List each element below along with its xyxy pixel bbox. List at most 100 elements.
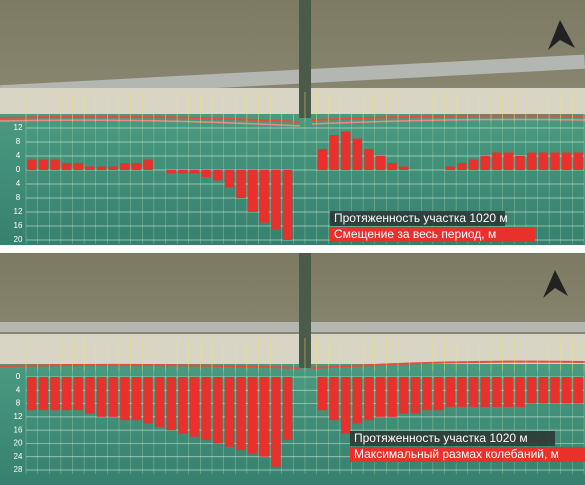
y-tick-label: 0 [16, 165, 21, 174]
bar [62, 163, 72, 170]
y-tick-label: 20 [14, 439, 23, 448]
bar [364, 149, 374, 170]
legend-label: Смещение за весь период, м [334, 227, 496, 241]
bar [492, 377, 502, 407]
bar [282, 377, 293, 441]
bar [445, 377, 455, 407]
bar [73, 377, 83, 411]
bar [492, 152, 502, 170]
legend-label: Максимальный размах колебаний, м [354, 447, 559, 461]
bar [131, 163, 142, 170]
bar [38, 159, 49, 170]
bar [480, 156, 490, 170]
bar [224, 170, 235, 188]
y-tick-label: 16 [14, 425, 23, 434]
bar [224, 377, 235, 447]
bar [468, 159, 479, 170]
bar [259, 170, 269, 223]
bar [189, 377, 200, 437]
bar [387, 163, 397, 170]
bar [178, 170, 188, 174]
bar [143, 377, 153, 424]
bar [62, 377, 72, 411]
bar [399, 166, 409, 170]
bar [178, 377, 188, 434]
bar [27, 159, 37, 170]
bar [96, 166, 107, 170]
y-tick-label: 20 [14, 235, 23, 244]
bar [38, 377, 49, 411]
bar [550, 152, 560, 170]
bar [503, 152, 514, 170]
y-tick-label: 4 [16, 385, 21, 394]
annotation: Протяженность участка 1020 м [334, 211, 508, 225]
y-tick-label: 0 [16, 372, 21, 381]
y-tick-label: 12 [14, 412, 23, 421]
bar [143, 159, 153, 170]
bar [457, 377, 467, 407]
bar [201, 170, 211, 177]
bar [457, 163, 467, 170]
legend-box [350, 447, 585, 462]
bar [85, 166, 95, 170]
bar [27, 377, 37, 411]
bar [236, 170, 246, 198]
bar [50, 377, 60, 411]
bar [352, 377, 362, 424]
bar [434, 377, 444, 411]
bar [248, 170, 258, 212]
north-arrow [543, 20, 575, 298]
bar [515, 377, 525, 407]
bar [538, 377, 548, 404]
bar [120, 377, 130, 421]
bar [573, 152, 583, 170]
bar [399, 377, 409, 414]
bar [410, 377, 421, 414]
bar [515, 156, 525, 170]
bar [166, 377, 176, 431]
bar [527, 377, 537, 404]
bar [317, 377, 328, 411]
bar [375, 377, 386, 417]
bar [329, 377, 339, 421]
bar [538, 152, 548, 170]
annotation: Протяженность участка 1020 м [354, 431, 528, 445]
bar [561, 377, 572, 404]
bar [387, 377, 397, 417]
bar [573, 377, 583, 404]
bar [73, 163, 83, 170]
y-tick-label: 8 [16, 193, 21, 202]
bar [120, 163, 130, 170]
bar [50, 159, 60, 170]
bar [468, 377, 479, 407]
y-tick-label: 4 [16, 179, 21, 188]
bar [352, 138, 362, 170]
y-tick-label: 12 [14, 207, 23, 216]
y-tick-label: 28 [14, 465, 23, 474]
bar [213, 170, 223, 181]
bar [85, 377, 95, 414]
bar [201, 377, 211, 441]
bar [329, 135, 339, 170]
bar [375, 156, 386, 170]
legend-box [330, 227, 535, 242]
bar [248, 377, 258, 454]
bar [236, 377, 246, 451]
bar [341, 131, 351, 170]
bar [503, 377, 514, 407]
bar [282, 170, 293, 240]
bar [259, 377, 269, 457]
satellite-background [0, 0, 585, 245]
bar [341, 377, 351, 434]
bar [96, 377, 107, 417]
bar [317, 149, 328, 170]
bar [422, 377, 432, 411]
bar [189, 170, 200, 174]
bar [166, 170, 176, 174]
bar [271, 377, 281, 467]
bar [364, 377, 374, 421]
bar [213, 377, 223, 444]
y-tick-label: 8 [16, 137, 21, 146]
bar [108, 166, 118, 170]
